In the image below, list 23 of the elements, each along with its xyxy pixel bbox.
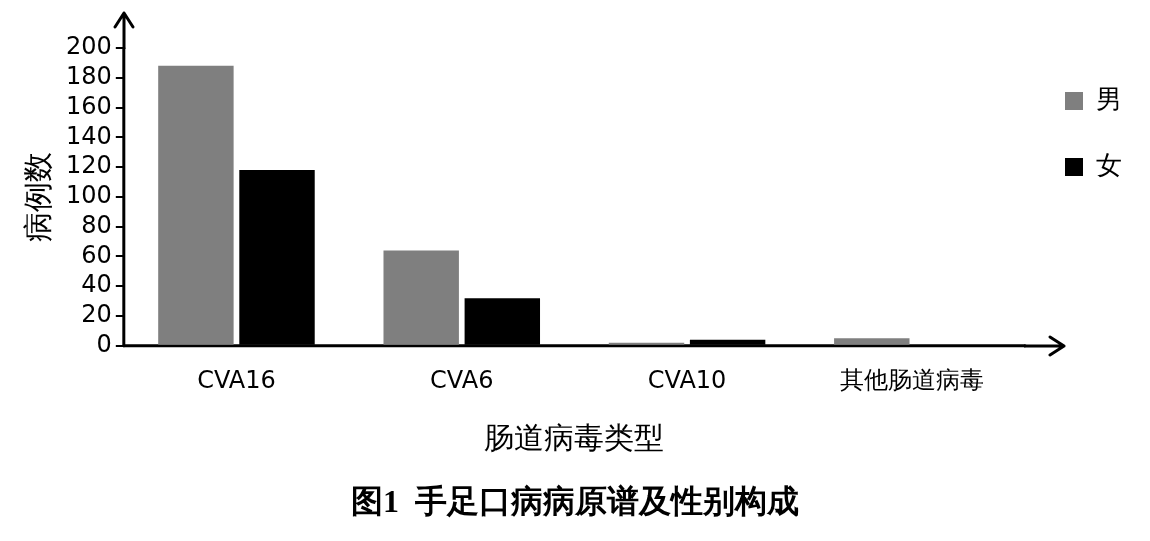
y-tick-label: 100 <box>66 181 112 210</box>
legend-label: 女 <box>1096 150 1122 180</box>
y-tick-label: 80 <box>81 210 112 239</box>
bar <box>158 65 234 345</box>
y-tick-label: 20 <box>81 300 112 329</box>
bar <box>834 338 910 345</box>
x-tick-label: 其他肠道病毒 <box>840 366 985 395</box>
y-tick-label: 180 <box>66 62 112 91</box>
y-tick-label: 200 <box>66 32 112 61</box>
text: 图1 手足口病病原谱及性别构成 <box>351 483 799 520</box>
legend-label: 男 <box>1096 84 1122 114</box>
x-tick-label: CVA10 <box>647 366 727 395</box>
y-tick-label: 140 <box>66 121 112 150</box>
y-tick-label: 60 <box>81 240 112 269</box>
x-tick-label: CVA6 <box>430 366 494 395</box>
y-axis-title: 病例数 <box>20 151 54 242</box>
y-tick-label: 120 <box>66 151 112 180</box>
y-tick-label: 0 <box>96 330 112 359</box>
x-tick-label: CVA16 <box>197 366 276 395</box>
y-tick-label: 160 <box>66 91 112 120</box>
x-axis-title: 肠道病毒类型 <box>484 421 665 455</box>
y-tick-label: 40 <box>81 270 112 299</box>
bar <box>383 250 459 345</box>
